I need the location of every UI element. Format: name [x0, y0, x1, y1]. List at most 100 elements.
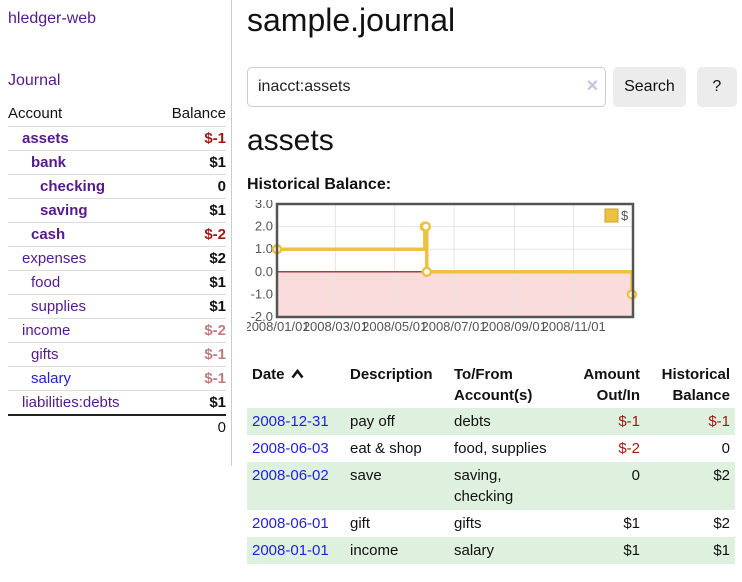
account-link-supplies[interactable]: supplies [31, 298, 87, 315]
transaction-accounts: debts [454, 413, 491, 430]
search-box: × [247, 67, 607, 107]
account-link-assets[interactable]: assets [22, 130, 69, 147]
account-link-food[interactable]: food [31, 274, 61, 291]
account-row: assets $-1 [8, 126, 226, 151]
transaction-date-link[interactable]: 2008-01-01 [252, 542, 329, 559]
transaction-accounts: gifts [454, 515, 482, 532]
clear-search-icon[interactable]: × [586, 75, 599, 97]
sidebar: hledger-web Journal Account Balance asset… [0, 0, 231, 582]
account-balance: $-2 [154, 318, 226, 343]
transaction-balance: $-1 [708, 413, 730, 430]
account-balance: $1 [154, 198, 226, 223]
account-link-salary[interactable]: salary [31, 370, 72, 387]
help-button[interactable]: ? [696, 67, 737, 107]
svg-text:$: $ [621, 208, 629, 223]
account-balance: $1 [154, 294, 226, 319]
account-row: income $-2 [8, 318, 226, 343]
transaction-balance: $2 [713, 515, 730, 532]
account-row: cash $-2 [8, 222, 226, 247]
search-button[interactable]: Search [613, 67, 686, 107]
transaction-balance: 0 [721, 440, 730, 457]
account-row: bank $1 [8, 150, 226, 175]
sort-ascending-icon [290, 369, 304, 379]
account-row: checking 0 [8, 174, 226, 199]
account-row: saving $1 [8, 198, 226, 223]
account-link-bank[interactable]: bank [31, 154, 67, 171]
search-input[interactable] [247, 67, 607, 107]
account-row: supplies $1 [8, 294, 226, 319]
accounts-table-header: Account Balance [8, 102, 226, 127]
search-form: × Search ? [247, 67, 737, 107]
account-row: liabilities:debts $1 [8, 390, 226, 415]
svg-text:2008/01/01: 2008/01/01 [247, 319, 310, 334]
sidebar-item-journal[interactable]: Journal [8, 72, 61, 89]
register-header-amount-out-in: Amount Out/In [583, 366, 640, 404]
register-header-historical-balance: Historical Balance [661, 366, 730, 404]
svg-text:2.0: 2.0 [255, 219, 273, 234]
transaction-description: eat & shop [350, 440, 422, 457]
transaction-description: pay off [350, 413, 395, 430]
account-row: salary $-1 [8, 366, 226, 391]
transaction-balance: $1 [713, 542, 730, 559]
transaction-row: 2008-06-02 save saving, checking 0 $2 [247, 462, 735, 510]
svg-text:2008/11/01: 2008/11/01 [542, 319, 606, 334]
register-header-to-from-account-s-: To/From Account(s) [454, 366, 533, 404]
accounts-header-account: Account [8, 105, 63, 122]
account-link-saving[interactable]: saving [40, 202, 88, 219]
account-balance: $-1 [154, 342, 226, 367]
sidebar-divider [231, 0, 232, 466]
transaction-row: 2008-06-01 gift gifts $1 $2 [247, 510, 735, 537]
account-heading: assets [247, 124, 334, 157]
account-link-income[interactable]: income [22, 322, 71, 339]
register-table-header: Date Description To/From Account(s) Amount … [247, 362, 735, 408]
transaction-date-link[interactable]: 2008-06-02 [252, 467, 329, 484]
svg-text:-1.0: -1.0 [251, 286, 273, 301]
transaction-date-link[interactable]: 2008-06-01 [252, 515, 329, 532]
account-link-checking[interactable]: checking [40, 178, 106, 195]
svg-text:2008/03/01: 2008/03/01 [303, 319, 368, 334]
account-balance: $2 [154, 246, 226, 271]
transaction-accounts: salary [454, 542, 495, 559]
account-balance: $-2 [154, 222, 226, 247]
accounts-header-balance: Balance [171, 105, 226, 122]
main-content: sample.journal × Search ? assets Histori… [244, 0, 737, 564]
account-link-gifts[interactable]: gifts [31, 346, 59, 363]
transaction-row: 2008-06-03 eat & shop food, supplies $-2 0 [247, 435, 735, 462]
transaction-date-link[interactable]: 2008-06-03 [252, 440, 329, 457]
transaction-amount: $1 [623, 515, 640, 532]
transaction-amount: $-1 [618, 413, 640, 430]
account-link-cash[interactable]: cash [31, 226, 66, 243]
svg-text:2008/05/01: 2008/05/01 [362, 319, 427, 334]
transaction-row: 2008-12-31 pay off debts $-1 $-1 [247, 408, 735, 435]
account-link-expenses[interactable]: expenses [22, 250, 87, 267]
account-balance: $1 [154, 390, 226, 415]
register-table: Date Description To/From Account(s) Amount … [247, 362, 735, 564]
svg-text:3.0: 3.0 [255, 200, 273, 211]
transaction-description: save [350, 467, 382, 484]
transaction-description: gift [350, 515, 371, 532]
transaction-amount: $1 [623, 542, 640, 559]
page-title: sample.journal [247, 2, 456, 38]
svg-text:-2.0: -2.0 [251, 309, 273, 324]
chart-title: Historical Balance: [247, 176, 392, 193]
register-header-description: Description [350, 366, 433, 383]
historical-balance-chart: 2008/01/01 2008/03/01 2008/05/01 2008/07/01… [244, 196, 639, 336]
app-title-link[interactable]: hledger-web [8, 10, 97, 27]
register-header-date[interactable]: Date [247, 362, 345, 408]
account-link-liabilities-debts[interactable]: liabilities:debts [22, 394, 120, 411]
transaction-amount: 0 [631, 467, 640, 484]
transaction-description: income [350, 542, 399, 559]
transaction-balance: $2 [713, 467, 730, 484]
transaction-date-link[interactable]: 2008-12-31 [252, 413, 329, 430]
account-balance: $-1 [154, 126, 226, 151]
accounts-total-value: 0 [154, 414, 226, 439]
transaction-accounts: food, supplies [454, 440, 547, 457]
account-balance: $1 [154, 270, 226, 295]
svg-text:2008/07/01: 2008/07/01 [421, 319, 486, 334]
account-row: gifts $-1 [8, 342, 226, 367]
account-row: expenses $2 [8, 246, 226, 271]
account-balance: $-1 [154, 366, 226, 391]
svg-text:2008/09/01: 2008/09/01 [482, 319, 547, 334]
accounts-balance-table: Account Balance assets $-1 bank $1 checking 0 s… [8, 102, 226, 439]
svg-text:0.0: 0.0 [255, 264, 273, 279]
